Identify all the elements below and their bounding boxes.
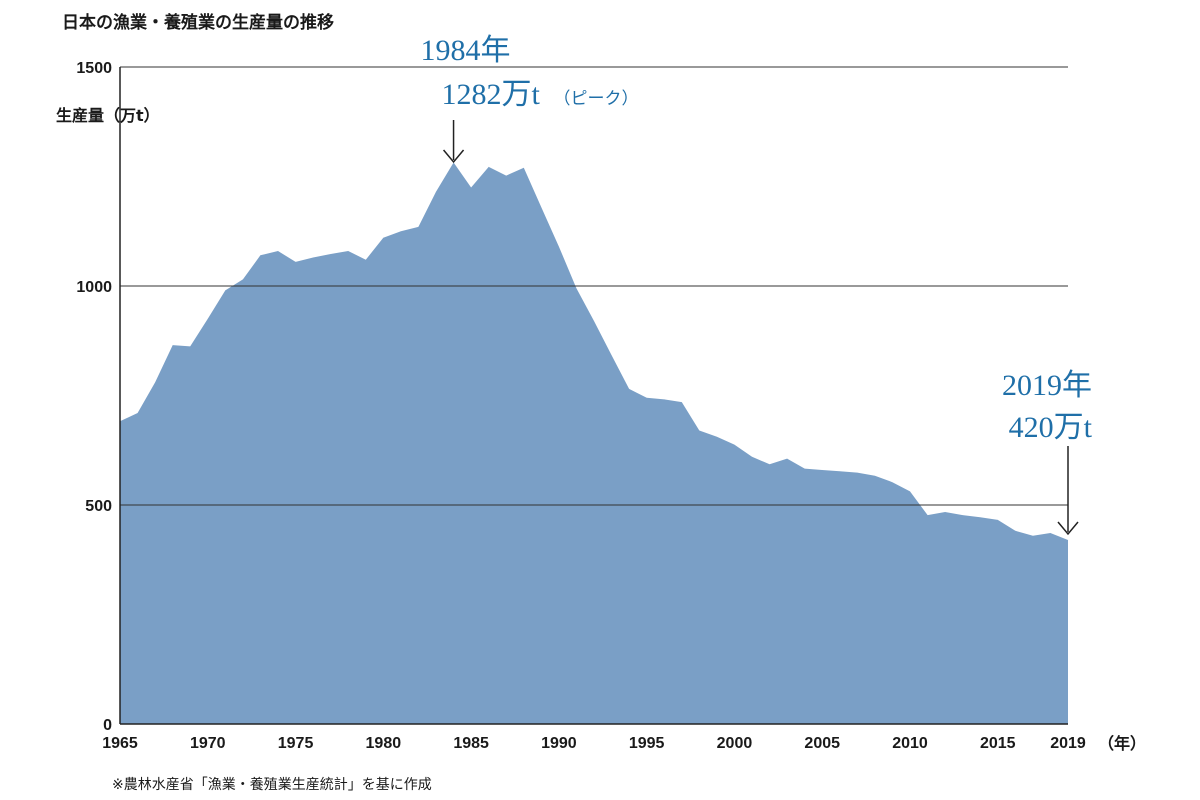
x-axis-unit-label: （年） (1098, 734, 1147, 753)
x-tick-label-2010: 2010 (892, 735, 928, 752)
x-tick-label-1995: 1995 (629, 735, 665, 752)
x-tick-label-1990: 1990 (541, 735, 577, 752)
x-tick-label-2000: 2000 (717, 735, 753, 752)
production-area (120, 162, 1068, 724)
peak-value-label: 1282万t (442, 78, 541, 111)
y-tick-label-500: 500 (85, 498, 112, 515)
x-tick-label-1965: 1965 (102, 735, 138, 752)
peak-note-label: （ピーク） (554, 89, 639, 108)
y-tick-label-1000: 1000 (76, 279, 112, 296)
peak-arrow-head (442, 149, 465, 164)
end-year-label: 2019年 (1002, 369, 1092, 402)
peak-year-label: 1984年 (421, 34, 511, 67)
chart-title: 日本の漁業・養殖業の生産量の推移 (62, 13, 334, 33)
y-tick-label-0: 0 (103, 717, 112, 734)
y-axis-label: 生産量（万t） (56, 106, 160, 125)
x-tick-label-2019: 2019 (1050, 735, 1086, 752)
x-tick-label-1985: 1985 (453, 735, 489, 752)
y-tick-label-1500: 1500 (76, 60, 112, 77)
x-tick-label-1975: 1975 (278, 735, 314, 752)
x-tick-label-1980: 1980 (366, 735, 402, 752)
source-note: ※農林水産省「漁業・養殖業生産統計」を基に作成 (112, 777, 432, 793)
x-tick-label-2005: 2005 (804, 735, 840, 752)
end-value-label: 420万t (1009, 411, 1093, 444)
x-tick-label-2015: 2015 (980, 735, 1016, 752)
x-tick-label-1970: 1970 (190, 735, 226, 752)
end-arrow-head (1057, 521, 1079, 536)
